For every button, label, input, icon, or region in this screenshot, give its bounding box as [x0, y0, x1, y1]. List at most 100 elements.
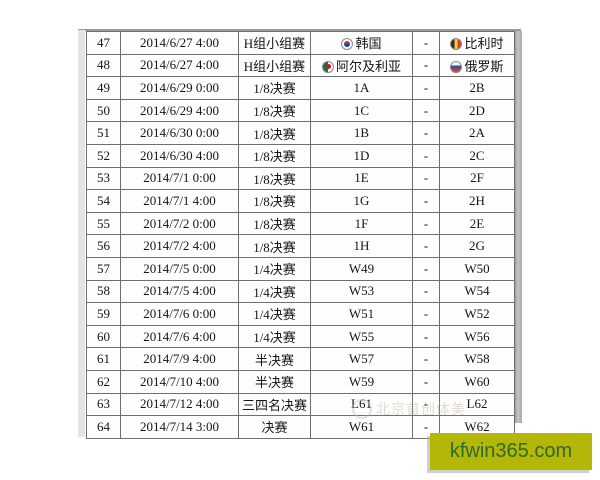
table-row: 59 2014/7/6 0:00 1/4决赛 W51 - W52: [86, 302, 515, 326]
datetime-cell: 2014/7/5 0:00: [120, 256, 239, 281]
datetime-cell: 2014/6/29 0:00: [120, 76, 239, 100]
stage-cell: 半决赛: [238, 369, 311, 394]
match-number-cell: 61: [86, 347, 121, 371]
datetime-cell: 2014/7/10 4:00: [120, 369, 239, 394]
separator-cell: -: [412, 98, 440, 123]
team2-cell: W50: [439, 256, 515, 281]
team-name: W53: [348, 283, 375, 299]
team-name: 韩国: [355, 36, 382, 52]
match-number-cell: 64: [86, 415, 121, 439]
match-number-cell: 47: [86, 31, 121, 55]
russia-flag-icon: [450, 60, 463, 73]
team-name: W57: [348, 351, 375, 367]
stage-cell: 1/4决赛: [238, 279, 311, 304]
team1-cell: 1D: [310, 143, 413, 168]
datetime-cell: 2014/7/14 3:00: [120, 415, 239, 439]
team1-cell: L61: [310, 392, 413, 417]
separator-cell: -: [412, 121, 440, 145]
match-number-cell: 62: [86, 369, 121, 394]
team-name: W50: [464, 260, 490, 276]
team-name: 1B: [353, 125, 370, 141]
stage-cell: H组小组赛: [238, 53, 311, 78]
team-name: W49: [348, 260, 375, 276]
team2-cell: 2B: [439, 76, 515, 100]
separator-cell: -: [412, 415, 440, 439]
separator-cell: -: [412, 392, 440, 417]
datetime-cell: 2014/6/27 4:00: [120, 31, 239, 55]
team-name: W58: [464, 351, 490, 367]
team-name: W62: [464, 418, 490, 434]
team1-cell: 1B: [310, 121, 413, 145]
datetime-cell: 2014/7/6 0:00: [120, 302, 239, 326]
table-row: 56 2014/7/2 4:00 1/8决赛 1H - 2G: [86, 234, 515, 258]
stage-cell: 1/4决赛: [238, 302, 311, 326]
stage-cell: 1/8决赛: [238, 211, 311, 236]
team1-cell: W55: [310, 324, 413, 349]
scrollbar-strip[interactable]: [515, 31, 522, 423]
team1-cell: 1G: [310, 189, 413, 213]
team1-cell: 1F: [310, 211, 413, 236]
table-row: 60 2014/7/6 4:00 1/4决赛 W55 - W56: [86, 324, 515, 349]
team-name: 2D: [469, 102, 485, 118]
stage-cell: 1/8决赛: [238, 189, 311, 213]
table-row: 55 2014/7/2 0:00 1/8决赛 1F - 2E: [86, 211, 515, 236]
table-row: 47 2014/6/27 4:00 H组小组赛 韩国 - 比利时: [86, 31, 515, 55]
table-row: 54 2014/7/1 4:00 1/8决赛 1G - 2H: [86, 189, 515, 213]
team-name: W60: [464, 373, 490, 389]
stage-cell: 1/8决赛: [238, 76, 311, 100]
match-number-cell: 51: [86, 121, 121, 145]
datetime-cell: 2014/7/6 4:00: [120, 324, 239, 349]
match-schedule-table: 47 2014/6/27 4:00 H组小组赛 韩国 - 比利时 48 2014/6/27 4…: [86, 31, 515, 439]
match-number-cell: 48: [86, 53, 121, 78]
datetime-cell: 2014/6/27 4:00: [120, 53, 239, 78]
stage-cell: 三四名决赛: [238, 392, 311, 417]
separator-cell: -: [412, 234, 440, 258]
stage-cell: 半决赛: [238, 347, 311, 371]
team1-cell: 1C: [310, 98, 413, 123]
stage-cell: 决赛: [238, 415, 311, 439]
team2-cell: 2D: [439, 98, 515, 123]
team2-cell: 2E: [439, 211, 515, 236]
team2-cell: W60: [439, 369, 515, 394]
table-row: 50 2014/6/29 4:00 1/8决赛 1C - 2D: [86, 98, 515, 123]
stage-cell: 1/4决赛: [238, 324, 311, 349]
site-banner-text: kfwin365.com: [449, 440, 573, 462]
stage-cell: 1/8决赛: [238, 121, 311, 145]
match-number-cell: 57: [86, 256, 121, 281]
table-row: 52 2014/6/30 4:00 1/8决赛 1D - 2C: [86, 143, 515, 168]
team2-cell: W54: [439, 279, 515, 304]
match-number-cell: 49: [86, 76, 121, 100]
datetime-cell: 2014/7/12 4:00: [120, 392, 239, 417]
team-name: 2A: [469, 125, 485, 141]
south-korea-flag-icon: [341, 38, 354, 51]
stage-cell: 1/8决赛: [238, 98, 311, 123]
team2-cell: W58: [439, 347, 515, 371]
table-row: 58 2014/7/5 4:00 1/4决赛 W53 - W54: [86, 279, 515, 304]
table-row: 48 2014/6/27 4:00 H组小组赛 阿尔及利亚 - 俄罗斯: [86, 53, 515, 78]
team-name: W51: [348, 305, 375, 321]
table-row: 57 2014/7/5 0:00 1/4决赛 W49 - W50: [86, 256, 515, 281]
team-name: 阿尔及利亚: [335, 58, 401, 74]
stage-cell: 1/8决赛: [238, 234, 311, 258]
team1-cell: W49: [310, 256, 413, 281]
separator-cell: -: [412, 256, 440, 281]
datetime-cell: 2014/7/1 4:00: [120, 189, 239, 213]
separator-cell: -: [412, 31, 440, 55]
team2-cell: 2F: [439, 166, 515, 191]
algeria-flag-icon: [321, 60, 334, 73]
match-number-cell: 58: [86, 279, 121, 304]
team-name: 2E: [469, 215, 485, 231]
separator-cell: -: [412, 347, 440, 371]
match-number-cell: 56: [86, 234, 121, 258]
team-name: 2G: [469, 238, 485, 254]
stage-cell: H组小组赛: [238, 31, 311, 55]
separator-cell: -: [412, 53, 440, 78]
match-number-cell: 59: [86, 302, 121, 326]
datetime-cell: 2014/7/2 4:00: [120, 234, 239, 258]
table-row: 62 2014/7/10 4:00 半决赛 W59 - W60: [86, 369, 515, 394]
stage-cell: 1/8决赛: [238, 143, 311, 168]
separator-cell: -: [412, 166, 440, 191]
datetime-cell: 2014/7/1 0:00: [120, 166, 239, 191]
separator-cell: -: [412, 189, 440, 213]
team1-cell: W57: [310, 347, 413, 371]
